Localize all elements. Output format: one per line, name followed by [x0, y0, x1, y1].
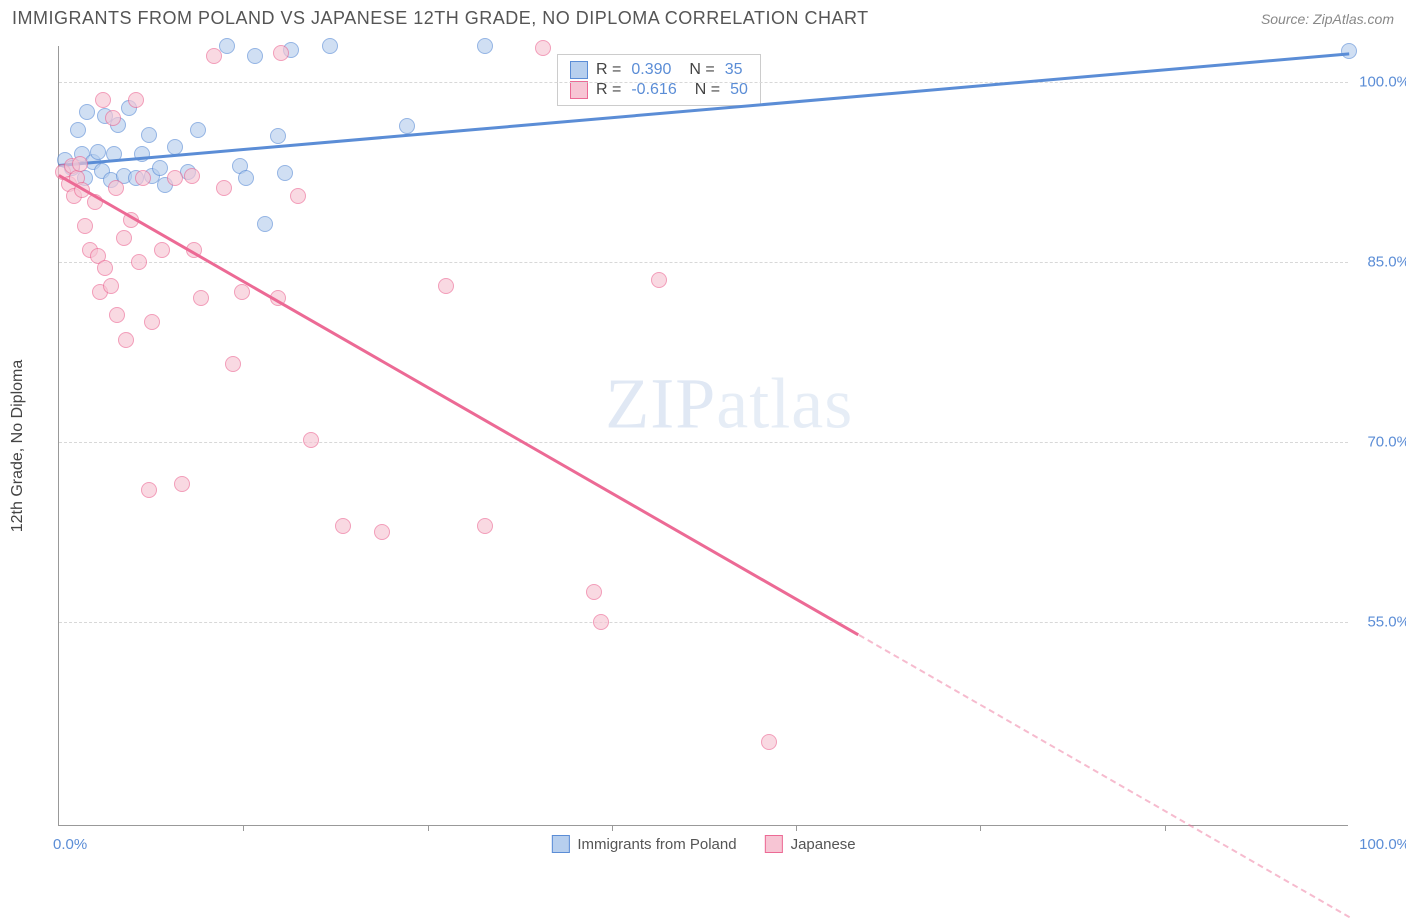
- x-max-label: 100.0%: [1359, 836, 1406, 853]
- trend-line: [58, 175, 859, 637]
- y-tick-label: 70.0%: [1354, 434, 1406, 451]
- x-tick: [980, 825, 981, 831]
- x-tick: [428, 825, 429, 831]
- gridline: [59, 622, 1348, 623]
- data-point: [273, 45, 289, 61]
- gridline: [59, 442, 1348, 443]
- y-tick-label: 100.0%: [1354, 74, 1406, 91]
- scatter-chart: ZIPatlas R = 0.390 N = 35 R = -0.616 N =…: [58, 46, 1348, 826]
- swatch-poland: [570, 61, 588, 79]
- data-point: [335, 518, 351, 534]
- series-legend: Immigrants from Poland Japanese: [551, 835, 855, 853]
- data-point: [108, 180, 124, 196]
- data-point: [109, 307, 125, 323]
- data-point: [190, 122, 206, 138]
- legend-item-japanese: Japanese: [765, 835, 856, 853]
- data-point: [234, 284, 250, 300]
- data-point: [322, 38, 338, 54]
- data-point: [477, 518, 493, 534]
- x-origin-label: 0.0%: [53, 836, 87, 853]
- chart-title: IMMIGRANTS FROM POLAND VS JAPANESE 12TH …: [12, 8, 869, 29]
- data-point: [118, 332, 134, 348]
- data-point: [477, 38, 493, 54]
- gridline: [59, 262, 1348, 263]
- data-point: [131, 254, 147, 270]
- chart-source: Source: ZipAtlas.com: [1261, 11, 1394, 27]
- data-point: [141, 127, 157, 143]
- x-tick: [243, 825, 244, 831]
- legend-item-poland: Immigrants from Poland: [551, 835, 736, 853]
- data-point: [152, 160, 168, 176]
- data-point: [167, 170, 183, 186]
- x-tick: [612, 825, 613, 831]
- y-tick-label: 55.0%: [1354, 614, 1406, 631]
- data-point: [193, 290, 209, 306]
- data-point: [72, 156, 88, 172]
- data-point: [79, 104, 95, 120]
- trend-line-extension: [858, 634, 1349, 918]
- stats-row-poland: R = 0.390 N = 35: [570, 60, 748, 80]
- data-point: [103, 278, 119, 294]
- data-point: [257, 216, 273, 232]
- data-point: [399, 118, 415, 134]
- data-point: [586, 584, 602, 600]
- swatch-japanese-icon: [765, 835, 783, 853]
- data-point: [238, 170, 254, 186]
- stats-row-japanese: R = -0.616 N = 50: [570, 80, 748, 100]
- gridline: [59, 82, 1348, 83]
- data-point: [216, 180, 232, 196]
- data-point: [135, 170, 151, 186]
- x-tick: [1165, 825, 1166, 831]
- data-point: [105, 110, 121, 126]
- watermark: ZIPatlas: [605, 363, 853, 446]
- data-point: [70, 122, 86, 138]
- data-point: [535, 40, 551, 56]
- data-point: [761, 734, 777, 750]
- data-point: [90, 144, 106, 160]
- data-point: [374, 524, 390, 540]
- data-point: [303, 432, 319, 448]
- swatch-japanese: [570, 81, 588, 99]
- y-axis-label: 12th Grade, No Diploma: [9, 360, 27, 533]
- data-point: [184, 168, 200, 184]
- data-point: [290, 188, 306, 204]
- data-point: [144, 314, 160, 330]
- x-tick: [796, 825, 797, 831]
- data-point: [593, 614, 609, 630]
- data-point: [128, 92, 144, 108]
- data-point: [225, 356, 241, 372]
- data-point: [270, 128, 286, 144]
- data-point: [206, 48, 222, 64]
- data-point: [141, 482, 157, 498]
- data-point: [1341, 43, 1357, 59]
- data-point: [277, 165, 293, 181]
- swatch-poland-icon: [551, 835, 569, 853]
- data-point: [97, 260, 113, 276]
- data-point: [247, 48, 263, 64]
- data-point: [438, 278, 454, 294]
- data-point: [77, 218, 93, 234]
- y-tick-label: 85.0%: [1354, 254, 1406, 271]
- data-point: [651, 272, 667, 288]
- data-point: [116, 230, 132, 246]
- data-point: [174, 476, 190, 492]
- chart-header: IMMIGRANTS FROM POLAND VS JAPANESE 12TH …: [0, 0, 1406, 33]
- data-point: [95, 92, 111, 108]
- data-point: [154, 242, 170, 258]
- stats-legend: R = 0.390 N = 35 R = -0.616 N = 50: [557, 54, 761, 106]
